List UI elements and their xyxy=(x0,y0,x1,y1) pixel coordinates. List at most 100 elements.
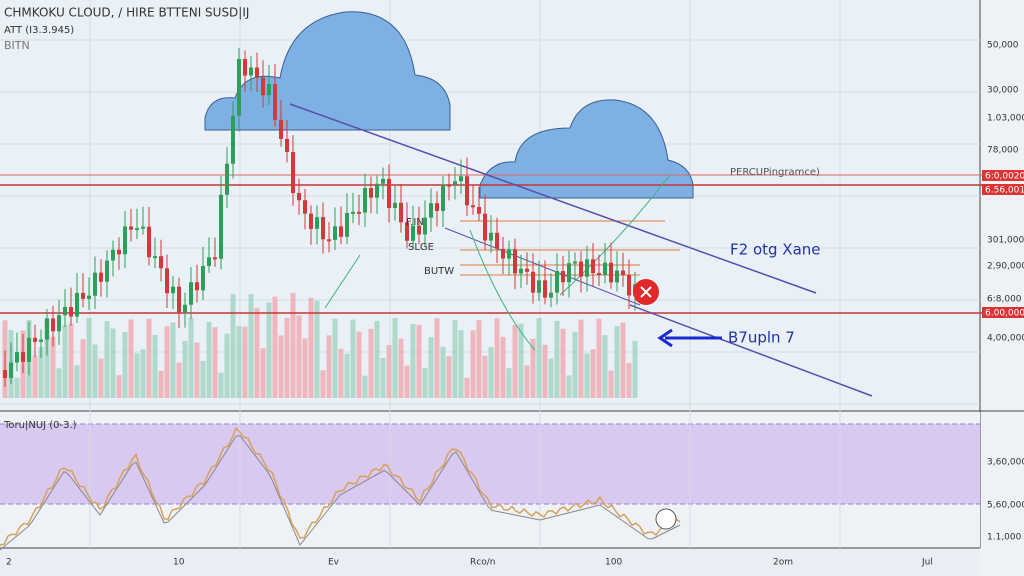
volume-bar xyxy=(464,377,470,398)
volume-bar xyxy=(188,318,194,398)
candle xyxy=(603,262,607,275)
candle xyxy=(237,59,241,116)
trendline xyxy=(629,304,873,397)
candle xyxy=(159,256,163,269)
candle xyxy=(69,307,73,317)
candle xyxy=(3,370,7,378)
time-label: 10 xyxy=(173,558,185,568)
volume-bar xyxy=(284,317,290,398)
volume-bar xyxy=(584,353,590,398)
volume-bar xyxy=(602,335,608,398)
candle xyxy=(399,202,403,223)
candle xyxy=(339,226,343,237)
volume-bar xyxy=(116,375,122,398)
volume-bar xyxy=(38,347,44,398)
projection xyxy=(324,254,361,309)
candle xyxy=(93,272,97,296)
volume-bar xyxy=(434,318,440,398)
volume-bar xyxy=(458,330,464,398)
price-label: 6.00,000 xyxy=(985,309,1024,319)
volume-bar xyxy=(338,348,344,398)
candle xyxy=(33,337,37,342)
candle xyxy=(579,261,583,277)
candle xyxy=(309,213,313,229)
volume-bar xyxy=(626,363,632,398)
volume-bar xyxy=(536,318,542,398)
candle xyxy=(507,249,511,259)
price-axis xyxy=(980,0,1024,576)
candle xyxy=(375,183,379,198)
candle xyxy=(315,217,319,229)
candle xyxy=(321,217,325,240)
annotation: B7upln 7 xyxy=(728,329,795,347)
trendline xyxy=(444,227,641,306)
candle xyxy=(531,271,535,293)
volume-bar xyxy=(242,326,248,398)
candle xyxy=(267,84,271,96)
candle xyxy=(495,232,499,249)
subtitle: ATT (I3.3.945) xyxy=(4,25,74,36)
volume-bar xyxy=(374,320,380,398)
candle xyxy=(225,163,229,195)
volume-bar xyxy=(74,365,80,398)
oscillator-signal xyxy=(0,435,681,551)
volume-bar xyxy=(80,339,86,398)
volume-bar xyxy=(470,330,476,398)
price-label: 6.56,0015 xyxy=(985,186,1024,196)
candle xyxy=(183,304,187,313)
volume-bar xyxy=(326,335,332,398)
candle xyxy=(57,315,61,332)
candle xyxy=(231,115,235,164)
candle xyxy=(513,249,517,274)
arrow xyxy=(657,328,722,348)
annotation: SLGE xyxy=(408,242,434,253)
candle xyxy=(597,273,601,276)
candle xyxy=(453,181,457,185)
candle xyxy=(99,272,103,282)
candle xyxy=(567,263,571,283)
candle xyxy=(351,211,355,214)
candle xyxy=(429,203,433,218)
volume-bar xyxy=(50,336,56,398)
volume-bar xyxy=(278,335,284,398)
candle xyxy=(219,194,223,259)
candle xyxy=(519,268,523,274)
candle xyxy=(405,222,409,241)
candle xyxy=(573,261,577,264)
volume-bar xyxy=(350,319,356,398)
candle xyxy=(621,270,625,276)
volume-bar xyxy=(68,323,74,398)
time-label: Jul xyxy=(921,558,933,568)
candle xyxy=(195,282,199,291)
volume-bar xyxy=(494,318,500,398)
volume-bar xyxy=(380,358,386,398)
candle xyxy=(15,352,19,363)
volume-bar xyxy=(296,315,302,398)
volume-bar xyxy=(398,338,404,398)
volume-bar xyxy=(194,342,200,398)
candle xyxy=(165,268,169,294)
volume-bar xyxy=(134,353,140,398)
time-label: Rco/n xyxy=(470,558,495,568)
volume-bar xyxy=(302,338,308,398)
volume-bar xyxy=(248,294,254,398)
candle xyxy=(75,292,79,317)
candle xyxy=(255,67,259,78)
volume-bar xyxy=(548,358,554,398)
price-label: 301,000 xyxy=(987,236,1024,246)
symbol: BITN xyxy=(4,39,30,52)
candle xyxy=(81,292,85,299)
candle xyxy=(147,226,151,258)
volume-bar xyxy=(332,318,338,398)
price-pane xyxy=(0,0,980,410)
oscillator-band xyxy=(0,424,980,504)
candle xyxy=(123,226,127,255)
volume-bar xyxy=(620,322,626,398)
candle xyxy=(447,184,451,187)
indicator-axis-label: 1.1,000 xyxy=(987,533,1022,543)
volume-bar xyxy=(512,324,518,398)
time-label: 2 xyxy=(6,558,12,568)
trendline xyxy=(289,103,817,294)
volume-bar xyxy=(158,370,164,398)
candle xyxy=(459,176,463,182)
